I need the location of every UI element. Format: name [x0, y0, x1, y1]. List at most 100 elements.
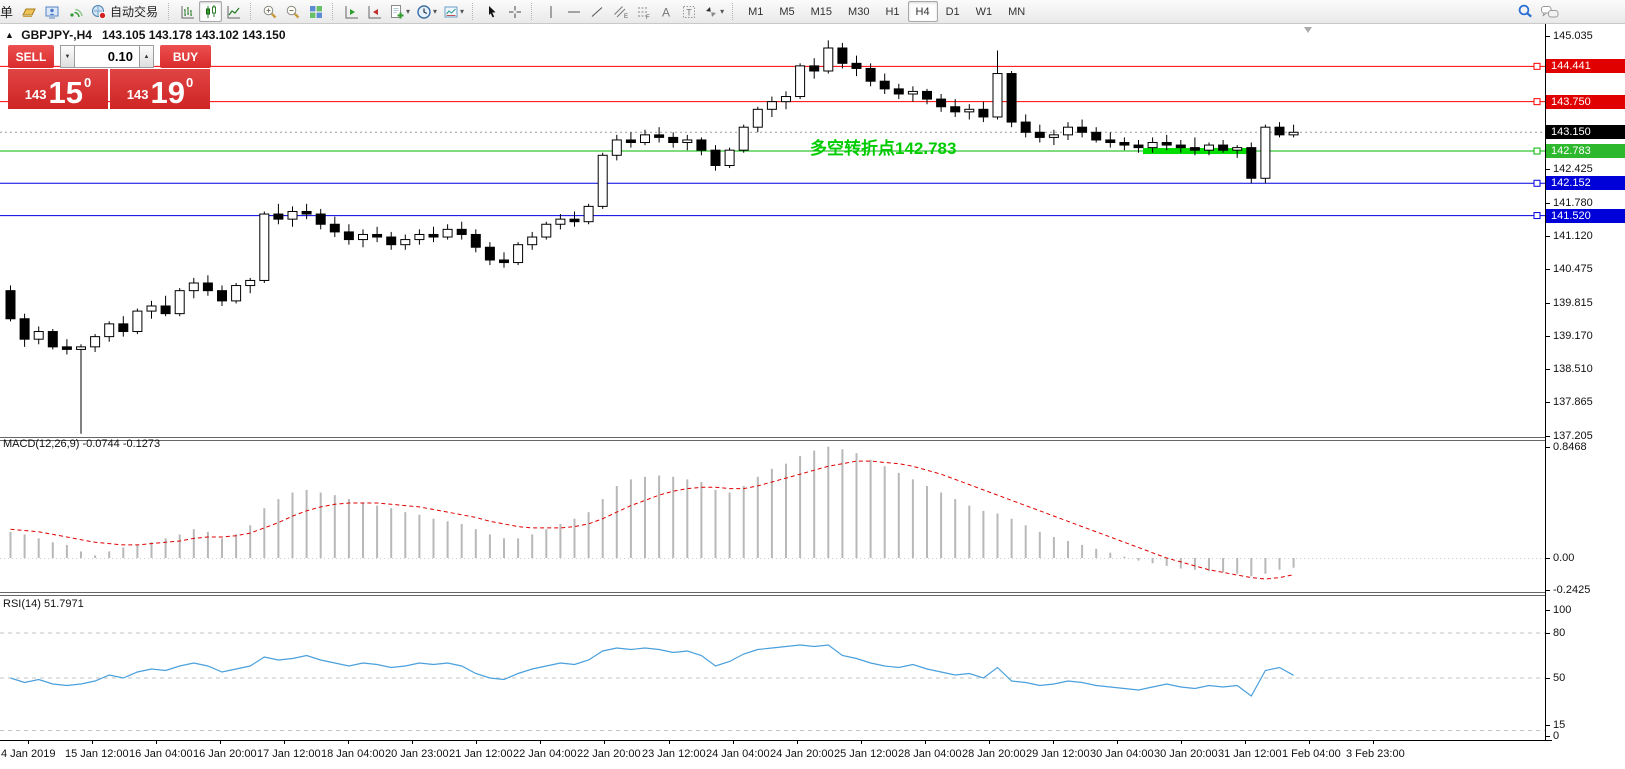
time-axis-label: 24 Jan 20:00	[770, 748, 834, 760]
price-badge[interactable]: 144.441	[1546, 59, 1625, 73]
price-badge[interactable]: 143.750	[1546, 95, 1625, 109]
new-order-icon[interactable]	[17, 1, 40, 22]
price-badge[interactable]: 143.150	[1546, 125, 1625, 139]
buy-button[interactable]: BUY	[160, 45, 211, 68]
bar-chart-icon[interactable]	[176, 1, 199, 22]
timeframe-w1[interactable]: W1	[968, 1, 1001, 22]
time-axis-label: 25 Jan 12:00	[834, 748, 898, 760]
timeframe-m15[interactable]: M15	[803, 1, 840, 22]
timeframe-h1[interactable]: H1	[877, 1, 907, 22]
line-chart-icon[interactable]	[222, 1, 245, 22]
time-axis-label: 1 Feb 04:00	[1282, 748, 1341, 760]
macd-pane	[0, 446, 1545, 580]
scale-tick: 140.475	[1553, 263, 1593, 275]
timeframe-m1[interactable]: M1	[740, 1, 771, 22]
time-axis-label: 22 Jan 04:00	[513, 748, 577, 760]
zoom-in-icon[interactable]	[258, 1, 281, 22]
timeframe-bar: M1 M5 M15 M30 H1 H4 D1 W1 MN	[740, 1, 1033, 22]
time-axis-label: 4 Jan 2019	[1, 748, 56, 760]
cursor-icon[interactable]	[480, 1, 503, 22]
template-button[interactable]: ▾	[440, 1, 467, 22]
price-badge[interactable]: 142.783	[1546, 144, 1625, 158]
buy-price-sup: 0	[185, 75, 194, 90]
signal-icon[interactable]	[63, 1, 86, 22]
toolbar-separator	[332, 3, 336, 20]
time-axis-label: 24 Jan 04:00	[706, 748, 770, 760]
trendline-icon[interactable]	[585, 1, 608, 22]
add-indicator-button[interactable]: ▾	[386, 1, 413, 22]
arrows-button[interactable]: ▾	[700, 1, 727, 22]
caret-down-icon: ▾	[433, 6, 438, 16]
autotrade-label: 自动交易	[110, 5, 159, 19]
time-axis-label: 21 Jan 12:00	[449, 748, 513, 760]
rsi-pane	[0, 632, 1545, 731]
pivot-annotation[interactable]: 多空转折点142.783	[810, 139, 957, 158]
candlestick-chart-icon[interactable]	[199, 1, 223, 22]
auto-scroll-icon[interactable]	[340, 1, 363, 22]
buy-price-main: 19	[150, 75, 185, 110]
scale-tick: 100	[1553, 604, 1572, 616]
scale-tick: 139.170	[1553, 330, 1593, 342]
template-icon	[444, 6, 458, 17]
chart-shift-marker	[1304, 27, 1312, 33]
volume-decrease-button[interactable]: ▼	[60, 45, 75, 68]
price-badge[interactable]: 141.520	[1546, 209, 1625, 223]
chart-shift-icon[interactable]	[363, 1, 386, 22]
scale-tick: 50	[1553, 672, 1566, 684]
candles	[5, 40, 1299, 434]
text-icon[interactable]: A	[654, 1, 677, 22]
ohlc-quotes: 143.105 143.178 143.102 143.150	[102, 28, 286, 42]
scale-tick: 141.120	[1553, 230, 1593, 242]
scale-tick: 137.205	[1553, 430, 1593, 442]
price-badge[interactable]: 142.152	[1546, 176, 1625, 190]
timeframe-m30[interactable]: M30	[840, 1, 877, 22]
timeframe-m5[interactable]: M5	[771, 1, 802, 22]
time-axis-label: 17 Jan 12:00	[257, 748, 321, 760]
equidistant-channel-icon[interactable]: E	[608, 1, 631, 22]
timeframe-mn[interactable]: MN	[1000, 1, 1033, 22]
buy-price-button[interactable]: 143 19 0	[110, 69, 210, 109]
time-axis-label: 16 Jan 20:00	[193, 748, 257, 760]
time-axis-label: 28 Jan 20:00	[962, 748, 1026, 760]
period-button[interactable]: ▾	[413, 1, 440, 22]
caret-down-icon: ▾	[460, 6, 465, 16]
scale-tick: 0.8468	[1553, 441, 1587, 453]
axes	[0, 24, 1552, 744]
profiles-icon[interactable]	[40, 1, 63, 22]
fibonacci-icon[interactable]: F	[631, 1, 654, 22]
arrows-icon	[706, 6, 717, 17]
horizontal-line-icon[interactable]	[562, 1, 585, 22]
chart-header: ▲ GBPJPY-,H4 143.105 143.178 143.102 143…	[5, 28, 286, 42]
svg-text:T: T	[686, 7, 692, 17]
sell-price-button[interactable]: 143 15 0	[8, 69, 108, 109]
search-icon[interactable]	[1514, 1, 1537, 22]
zoom-out-icon[interactable]	[281, 1, 304, 22]
tile-windows-icon[interactable]	[304, 1, 327, 22]
autotrade-button[interactable]: 自动交易	[86, 1, 163, 22]
timeframe-h4[interactable]: H4	[907, 1, 938, 22]
toolbar-separator	[168, 3, 172, 20]
timeframe-d1[interactable]: D1	[938, 1, 968, 22]
svg-text:E: E	[624, 14, 628, 20]
volume-input[interactable]	[75, 45, 139, 68]
volume-increase-button[interactable]: ▲	[139, 45, 154, 68]
scale-tick: 137.865	[1553, 396, 1593, 408]
time-axis-label: 29 Jan 12:00	[1026, 748, 1090, 760]
svg-text:F: F	[646, 15, 650, 20]
time-axis-label: 23 Jan 12:00	[642, 748, 706, 760]
chat-icon[interactable]	[1537, 1, 1563, 22]
scale-tick: 142.425	[1553, 163, 1593, 175]
time-axis-label: 18 Jan 04:00	[321, 748, 385, 760]
scale-tick: 15	[1553, 719, 1566, 731]
sell-button[interactable]: SELL	[8, 45, 54, 68]
sell-price-sup: 0	[83, 75, 92, 90]
menu-partial-label[interactable]: 单	[0, 5, 13, 20]
toolbar-separator	[732, 3, 736, 20]
text-label-icon[interactable]: T	[677, 1, 700, 22]
svg-text:A: A	[662, 5, 670, 19]
crosshair-icon[interactable]	[503, 1, 526, 22]
collapse-icon[interactable]: ▲	[5, 30, 14, 40]
vertical-line-icon[interactable]	[539, 1, 562, 22]
